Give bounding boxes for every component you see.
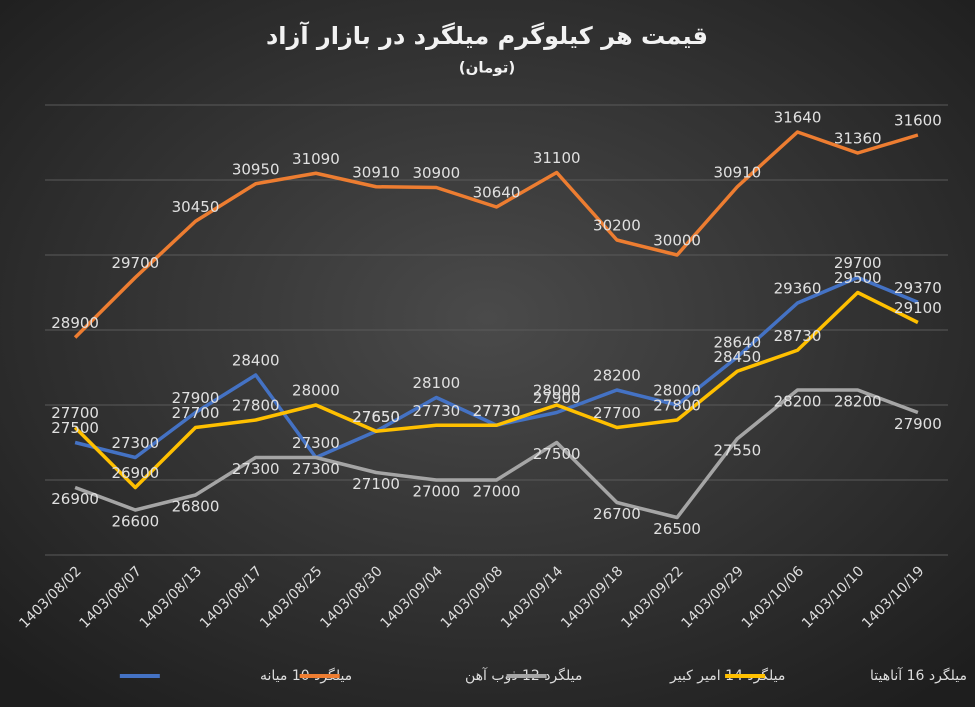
data-label: 27300 (292, 460, 340, 478)
data-label: 31090 (292, 150, 340, 168)
data-label: 26600 (111, 513, 159, 531)
data-label: 27500 (51, 419, 99, 437)
data-label: 30200 (593, 217, 641, 235)
data-label: 29500 (834, 269, 882, 287)
data-label: 27500 (533, 445, 581, 463)
data-label: 27900 (172, 389, 220, 407)
legend-label: میلگرد 16 آناهیتا (870, 667, 967, 684)
chart-subtitle: (تومان) (459, 59, 515, 77)
chart-title: قیمت هر کیلوگرم میلگرد در بازار آزاد (266, 21, 708, 50)
data-label: 31360 (834, 130, 882, 148)
series-line (74, 388, 919, 520)
data-label: 26900 (51, 490, 99, 508)
data-label: 27730 (473, 402, 521, 420)
data-label: 29700 (834, 254, 882, 272)
data-label: 30640 (473, 184, 521, 202)
data-label: 26800 (172, 498, 220, 516)
data-label: 27900 (894, 415, 942, 433)
data-label: 27000 (412, 483, 460, 501)
data-label: 28450 (713, 348, 761, 366)
data-label: 29100 (894, 299, 942, 317)
data-label: 27550 (713, 441, 761, 459)
data-label: 27300 (232, 460, 280, 478)
data-label: 31600 (894, 112, 942, 130)
data-label: 28000 (653, 382, 701, 400)
data-label: 27700 (593, 404, 641, 422)
data-label: 27700 (172, 404, 220, 422)
data-label: 29370 (894, 279, 942, 297)
data-label: 27650 (352, 408, 400, 426)
data-label: 27730 (473, 402, 521, 420)
data-label: 29360 (774, 280, 822, 298)
data-label: 28200 (774, 393, 822, 411)
data-label: 30900 (412, 164, 460, 182)
data-label: 26900 (111, 464, 159, 482)
data-label: 26700 (593, 505, 641, 523)
data-label: 29700 (111, 254, 159, 272)
data-label: 27300 (111, 434, 159, 452)
data-label: 26500 (653, 520, 701, 538)
data-label: 28640 (713, 334, 761, 352)
data-label: 28000 (292, 382, 340, 400)
data-label: 28900 (51, 314, 99, 332)
data-label: 27100 (352, 475, 400, 493)
data-label: 30000 (653, 232, 701, 250)
data-label: 28100 (412, 374, 460, 392)
data-label: 31100 (533, 149, 581, 167)
data-label: 27700 (51, 404, 99, 422)
data-label: 30910 (352, 163, 400, 181)
data-label: 28000 (533, 382, 581, 400)
data-label: 28400 (232, 352, 280, 370)
data-label: 30950 (232, 160, 280, 178)
data-label: 28200 (593, 367, 641, 385)
data-label: 27900 (533, 389, 581, 407)
data-label: 27000 (473, 483, 521, 501)
data-label: 30450 (172, 198, 220, 216)
data-label: 30910 (713, 163, 761, 181)
data-label: 27300 (292, 434, 340, 452)
series-line (73, 290, 919, 490)
data-label: 27650 (352, 408, 400, 426)
data-label: 27730 (412, 402, 460, 420)
data-label: 28200 (834, 393, 882, 411)
data-label: 31640 (774, 109, 822, 127)
data-label: 27800 (232, 397, 280, 415)
data-label: 27800 (653, 397, 701, 415)
data-label: 28730 (774, 327, 822, 345)
series-line (73, 130, 919, 339)
